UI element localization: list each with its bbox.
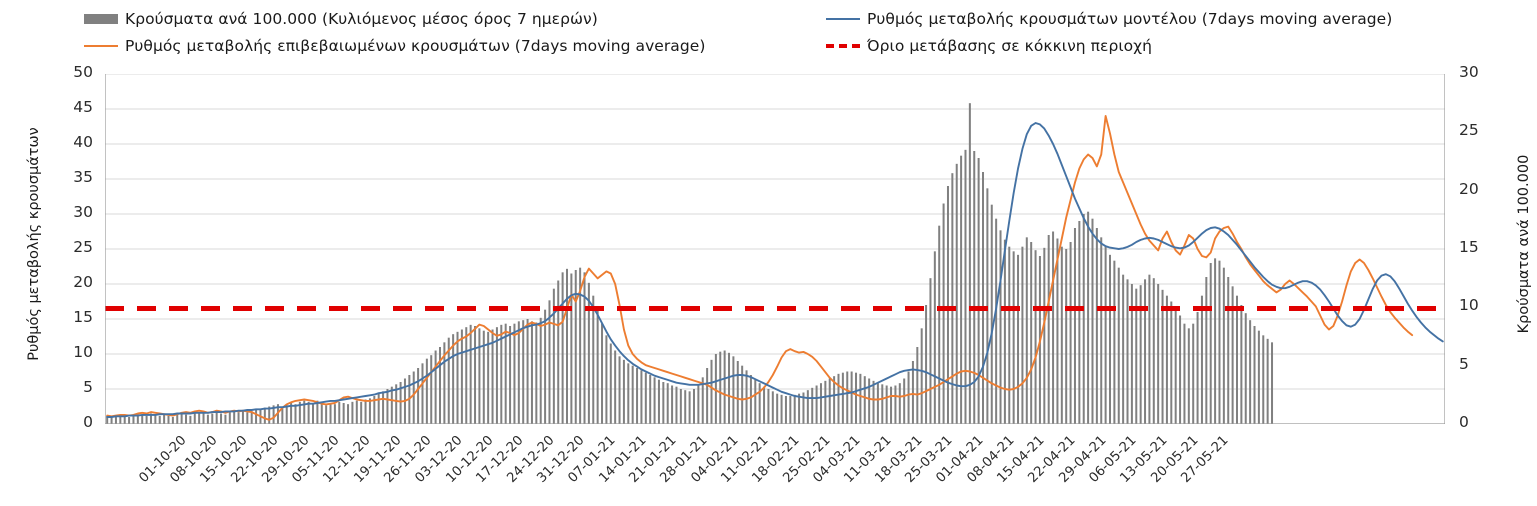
gridlines bbox=[105, 74, 1445, 390]
bar-swatch-icon bbox=[84, 14, 118, 24]
x-axis-tick-label: 11-02-21 bbox=[718, 433, 772, 486]
y-axis-left-tick: 50 bbox=[73, 63, 93, 81]
legend-label-model-growth-rate: Ρυθμός μεταβολής κρουσμάτων μοντέλου (7d… bbox=[867, 10, 1393, 28]
x-axis-tick-label: 22-10-20 bbox=[228, 433, 282, 486]
x-axis-tick-label: 13-05-21 bbox=[1117, 433, 1171, 486]
y-axis-right-tick: 30 bbox=[1459, 63, 1479, 81]
red-dashed-line-swatch-icon bbox=[826, 44, 860, 48]
x-axis-tick-label: 19-11-20 bbox=[351, 433, 405, 486]
x-axis-tick-label: 18-02-21 bbox=[749, 433, 803, 486]
x-axis-tick-label: 08-10-20 bbox=[167, 433, 221, 486]
y-axis-left-tick: 15 bbox=[73, 308, 93, 326]
y-axis-left-tick: 40 bbox=[73, 133, 93, 151]
legend-item-confirmed-growth-rate: Ρυθμός μεταβολής επιβεβαιωμένων κρουσμάτ… bbox=[84, 35, 705, 57]
x-axis-tick-label: 15-04-21 bbox=[994, 433, 1048, 486]
x-axis-tick-label: 10-12-20 bbox=[443, 433, 496, 486]
x-axis-tick-label: 24-12-20 bbox=[504, 433, 558, 486]
y-axis-left-tick: 10 bbox=[73, 343, 93, 361]
legend-item-cases-per-100k: Κρούσματα ανά 100.000 (Κυλιόμενος μέσος … bbox=[84, 8, 598, 30]
y-axis-left-tick: 45 bbox=[73, 98, 93, 116]
line-series-model-growth-rate bbox=[106, 122, 1444, 418]
blue-line-swatch-icon bbox=[826, 18, 860, 20]
y-axis-right-tick: 0 bbox=[1459, 413, 1469, 431]
x-axis-tick-label: 04-03-21 bbox=[810, 433, 864, 486]
x-axis-tick-label: 06-05-21 bbox=[1086, 433, 1140, 486]
y-axis-right-tick: 10 bbox=[1459, 296, 1479, 315]
bar-series-cases-per-100k bbox=[106, 103, 1274, 424]
y-axis-left-tick: 35 bbox=[73, 168, 93, 186]
x-axis-tick-label: 25-03-21 bbox=[902, 433, 956, 486]
x-axis-tick-label: 28-01-21 bbox=[657, 433, 711, 486]
x-axis-tick-label: 29-10-20 bbox=[259, 433, 313, 486]
y-axis-left-tick: 20 bbox=[73, 273, 93, 291]
y-axis-left-title: Ρυθμός μεταβολής κρουσμάτων bbox=[26, 127, 42, 361]
legend-label-confirmed-growth-rate: Ρυθμός μεταβολής επιβεβαιωμένων κρουσμάτ… bbox=[125, 37, 706, 55]
x-axis-tick-label: 29-04-21 bbox=[1056, 433, 1110, 486]
legend-label-red-zone-threshold: Όριο μετάβασης σε κόκκινη περιοχή bbox=[867, 37, 1153, 55]
plot-area bbox=[105, 74, 1445, 424]
y-axis-left-tick: 25 bbox=[73, 238, 93, 256]
x-axis-tick-label: 05-11-20 bbox=[289, 433, 343, 486]
y-axis-left-tick: 5 bbox=[83, 378, 93, 396]
x-axis-tick-label: 20-05-21 bbox=[1148, 433, 1202, 486]
chart-legend: Κρούσματα ανά 100.000 (Κυλιόμενος μέσος … bbox=[0, 0, 1537, 58]
x-axis-tick-label: 04-02-21 bbox=[688, 433, 742, 486]
x-axis-tick-label: 22-04-21 bbox=[1025, 433, 1079, 486]
x-axis-tick-label: 25-02-21 bbox=[780, 433, 834, 486]
x-axis-tick-label: 12-11-20 bbox=[320, 433, 374, 486]
y-axis-right-tick: 15 bbox=[1459, 238, 1479, 256]
y-axis-right-tick: 5 bbox=[1459, 354, 1469, 373]
legend-item-model-growth-rate: Ρυθμός μεταβολής κρουσμάτων μοντέλου (7d… bbox=[826, 8, 1392, 30]
x-axis-tick-label: 18-03-21 bbox=[872, 433, 926, 486]
x-axis-tick-label: 14-01-21 bbox=[596, 433, 650, 486]
x-axis-tick-label: 11-03-21 bbox=[841, 433, 895, 486]
x-axis-tick-label: 17-12-20 bbox=[473, 433, 527, 486]
orange-line-swatch-icon bbox=[84, 45, 118, 47]
legend-label-cases-per-100k: Κρούσματα ανά 100.000 (Κυλιόμενος μέσος … bbox=[125, 10, 598, 28]
y-axis-right-tick: 25 bbox=[1459, 121, 1479, 140]
x-axis-tick-label: 01-10-20 bbox=[136, 433, 190, 486]
x-axis-tick-label: 15-10-20 bbox=[197, 433, 251, 486]
x-axis-tick-label: 31-12-20 bbox=[535, 433, 588, 486]
x-axis-tick-label: 21-01-21 bbox=[626, 433, 680, 486]
x-axis-tick-label: 07-01-21 bbox=[565, 433, 619, 486]
chart-svg bbox=[105, 74, 1445, 424]
x-axis-tick-label: 08-04-21 bbox=[964, 433, 1018, 486]
y-axis-right-tick: 20 bbox=[1459, 179, 1479, 198]
x-axis-tick-label: 27-05-21 bbox=[1178, 433, 1232, 486]
x-axis-tick-label: 03-12-20 bbox=[412, 433, 466, 486]
y-axis-left-tick: 0 bbox=[83, 413, 93, 431]
y-axis-right-title: Κρούσματα ανά 100.000 bbox=[1516, 154, 1532, 334]
line-series-confirmed-growth-rate bbox=[106, 115, 1414, 421]
x-axis-tick-label: 01-04-21 bbox=[933, 433, 987, 486]
y-axis-left-tick: 30 bbox=[73, 203, 93, 221]
x-axis-tick-label: 26-11-20 bbox=[381, 433, 435, 486]
legend-item-red-zone-threshold: Όριο μετάβασης σε κόκκινη περιοχή bbox=[826, 35, 1152, 57]
